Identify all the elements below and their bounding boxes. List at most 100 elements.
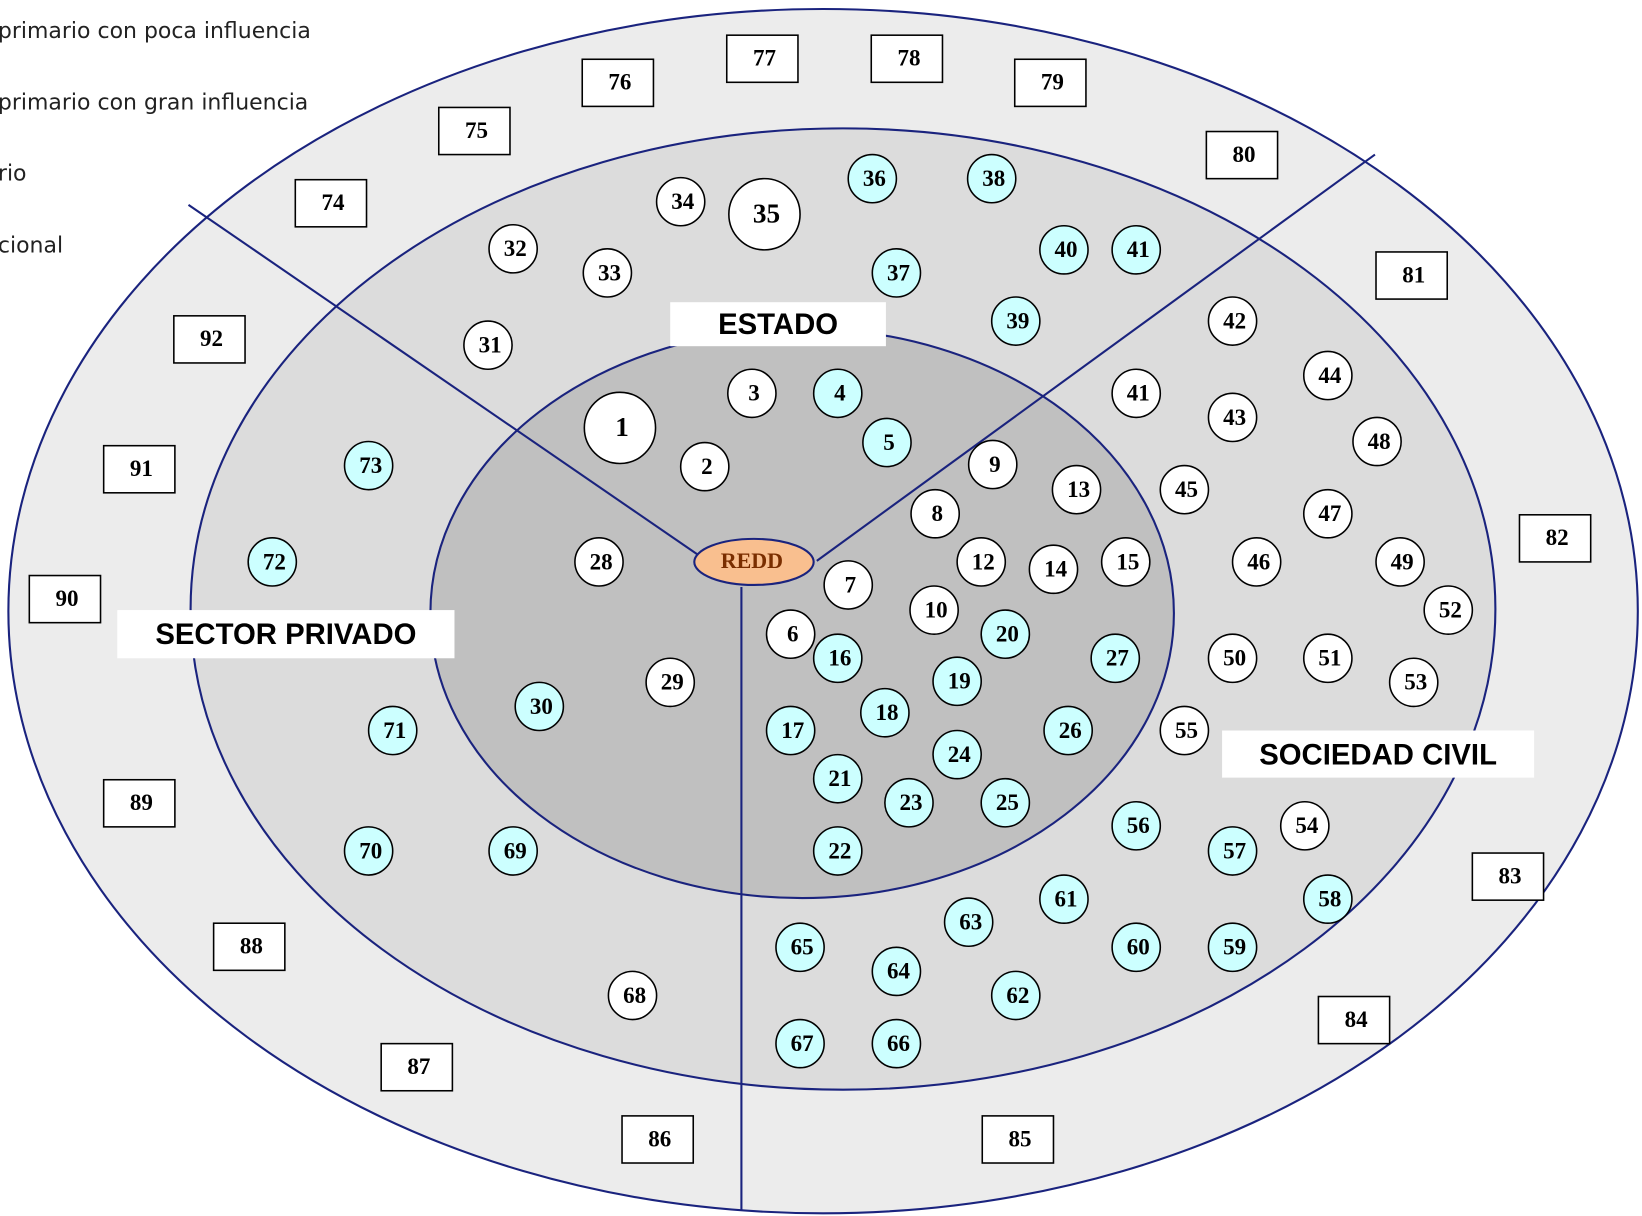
stakeholder-label: 62 <box>1006 982 1029 1008</box>
stakeholder-circle <box>1302 633 1353 684</box>
stakeholder-label: 70 <box>359 837 382 863</box>
stakeholder-box <box>1471 852 1545 901</box>
legend-item: primario con poca influencia <box>0 19 311 44</box>
stakeholder-circle <box>1111 368 1162 419</box>
sector-label-box <box>1222 730 1535 778</box>
legend: primario con poca influencia primario co… <box>0 19 311 259</box>
stakeholder-circle <box>574 537 624 587</box>
stakeholder-circle <box>1111 224 1162 275</box>
sector-label: ESTADO <box>718 308 838 341</box>
stakeholder-circle <box>943 897 994 948</box>
legend-item: cional <box>0 234 63 259</box>
stakeholder-label: 66 <box>887 1030 910 1056</box>
stakeholder-label: 46 <box>1247 548 1270 574</box>
stakeholder-circle <box>645 657 696 708</box>
center-node <box>693 537 815 587</box>
stakeholder-circle <box>1111 800 1162 851</box>
stakeholder-circle <box>775 1018 825 1069</box>
stakeholder-label: 83 <box>1499 862 1522 888</box>
stakeholder-circle <box>1207 826 1258 876</box>
stakeholder-label: 87 <box>407 1053 430 1079</box>
stakeholder-circle <box>990 970 1041 1021</box>
stakeholder-box <box>1205 130 1279 180</box>
stakeholder-label: 81 <box>1402 261 1425 287</box>
stakeholder-label: 9 <box>989 451 1001 477</box>
stakeholder-box <box>380 1042 454 1092</box>
stakeholder-circle <box>1028 544 1079 595</box>
stakeholder-circle <box>1111 922 1162 973</box>
stakeholder-circle <box>1375 537 1425 587</box>
stakeholder-label: 44 <box>1318 362 1342 388</box>
stakeholder-circle <box>1231 537 1282 587</box>
stakeholder-label: 21 <box>828 765 851 791</box>
stakeholder-circle <box>956 537 1007 587</box>
stakeholder-label: 90 <box>56 585 79 611</box>
stakeholder-box <box>102 444 176 494</box>
stakeholder-circle <box>1039 874 1089 924</box>
stakeholder-label: 60 <box>1127 934 1150 960</box>
stakeholder-label: 49 <box>1391 548 1414 574</box>
stakeholder-label: 82 <box>1546 524 1569 550</box>
stakeholder-circle <box>343 826 394 876</box>
stakeholder-label: 36 <box>863 165 886 191</box>
stakeholder-circle <box>1090 633 1141 684</box>
sector-label: SECTOR PRIVADO <box>155 618 416 651</box>
center-label: REDD <box>721 548 783 573</box>
stakeholder-label: 13 <box>1067 476 1090 502</box>
stakeholder-circle <box>488 223 538 274</box>
stakeholder-circle <box>812 368 863 419</box>
stakeholder-label: 20 <box>996 621 1019 647</box>
stakeholder-label: 10 <box>925 596 948 622</box>
stakeholder-circle <box>765 705 816 756</box>
stakeholder-box <box>870 34 944 84</box>
stakeholder-circle <box>871 248 922 298</box>
stakeholder-circle <box>1039 224 1089 275</box>
stakeholder-label: 77 <box>753 45 776 71</box>
stakeholder-label: 16 <box>828 645 851 671</box>
stakeholder-label: 17 <box>781 717 804 743</box>
legend-item: primario con gran influencia <box>0 90 308 115</box>
stakeholder-circle <box>932 656 983 707</box>
stakeholder-circle <box>1207 633 1258 684</box>
stakeholder-circle <box>860 687 910 738</box>
stakeholder-label: 1 <box>615 412 629 442</box>
stakeholder-label: 88 <box>240 933 263 959</box>
stakeholder-label: 42 <box>1223 307 1246 333</box>
stakeholder-label: 75 <box>465 117 488 143</box>
stakeholder-label: 50 <box>1223 645 1246 671</box>
stakeholder-label: 28 <box>590 548 613 574</box>
stakeholder-circle <box>862 417 912 468</box>
stakeholder-circle <box>583 391 657 465</box>
stakeholder-box <box>621 1115 695 1164</box>
stakeholder-label: 8 <box>931 500 943 526</box>
stakeholder-label: 55 <box>1175 717 1198 743</box>
stakeholder-label: 71 <box>383 717 406 743</box>
stakeholder-label: 18 <box>875 699 898 725</box>
stakeholder-label: 64 <box>887 958 911 984</box>
stakeholder-label: 89 <box>130 789 153 815</box>
divider <box>187 203 708 562</box>
stakeholder-circle <box>247 537 298 587</box>
stakeholder-label: 31 <box>479 332 502 358</box>
stakeholder-box <box>28 574 102 624</box>
stakeholder-label: 41 <box>1127 380 1150 406</box>
stakeholder-circle <box>884 777 934 828</box>
stakeholder-box <box>725 34 799 84</box>
stakeholder-label: 39 <box>1006 307 1029 333</box>
stakeholder-circle <box>367 705 418 756</box>
stakeholder-circle <box>1423 585 1474 635</box>
stakeholder-label: 12 <box>972 548 995 574</box>
stakeholder-circle <box>932 729 983 780</box>
stakeholder-label: 37 <box>887 259 910 285</box>
stakeholder-circle <box>1207 296 1258 346</box>
stakeholder-label: 92 <box>200 325 223 351</box>
stakeholder-label: 51 <box>1318 645 1341 671</box>
stakeholder-circle <box>1043 705 1094 756</box>
stakeholder-label: 22 <box>828 837 851 863</box>
stakeholder-circle <box>980 777 1031 828</box>
stakeholder-label: 47 <box>1318 500 1341 526</box>
divider <box>816 153 1376 562</box>
stakeholder-circle <box>1388 657 1439 708</box>
stakeholder-label: 74 <box>321 189 345 215</box>
